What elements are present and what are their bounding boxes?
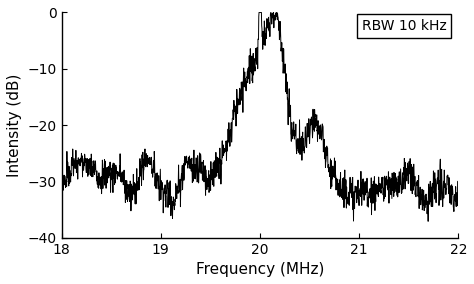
X-axis label: Frequency (MHz): Frequency (MHz) [196, 262, 324, 277]
Y-axis label: Intensity (dB): Intensity (dB) [7, 73, 22, 177]
Text: RBW 10 kHz: RBW 10 kHz [362, 19, 447, 33]
